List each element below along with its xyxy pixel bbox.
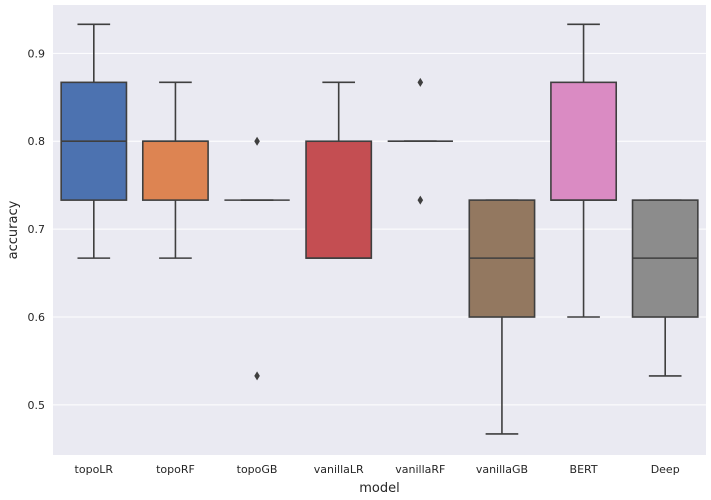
box-series — [60, 23, 699, 435]
y-tick-label: 0.8 — [28, 135, 46, 148]
box-vanillaLR — [305, 81, 373, 259]
box-iqr — [305, 140, 373, 259]
y-tick-label: 0.7 — [28, 223, 46, 236]
y-axis-label: accuracy — [6, 200, 21, 259]
x-tick-label: vanillaLR — [314, 463, 364, 476]
x-tick-label: vanillaRF — [395, 463, 445, 476]
x-tick-label: topoLR — [75, 463, 114, 476]
x-axis-label: model — [359, 481, 399, 496]
box-iqr — [550, 81, 618, 201]
x-tick-label: BERT — [570, 463, 598, 476]
box-topoLR — [60, 23, 128, 259]
outlier-point — [417, 77, 424, 87]
x-tick-label: Deep — [651, 463, 680, 476]
box-vanillaGB — [468, 199, 536, 435]
x-axis-ticks: topoLR topoRF topoGB vanillaLR vanillaRF vani… — [75, 463, 680, 476]
outlier-point — [254, 136, 260, 146]
x-tick-label: topoRF — [156, 463, 195, 476]
y-tick-label: 0.6 — [28, 311, 46, 324]
box-vanillaRF — [387, 77, 453, 205]
x-tick-label: vanillaGB — [476, 463, 528, 476]
box-topoRF — [141, 81, 209, 259]
outlier-point — [254, 371, 260, 381]
box-Deep — [631, 199, 699, 377]
plot-area — [53, 5, 706, 455]
y-tick-label: 0.9 — [28, 47, 46, 60]
outlier-point — [417, 195, 424, 205]
box-topoGB — [224, 136, 290, 381]
x-tick-label: topoGB — [237, 463, 278, 476]
y-axis-ticks: 0.5 0.6 0.7 0.8 0.9 — [28, 47, 46, 412]
y-tick-label: 0.5 — [28, 399, 46, 412]
box-iqr — [141, 140, 209, 201]
box-BERT — [550, 23, 618, 318]
